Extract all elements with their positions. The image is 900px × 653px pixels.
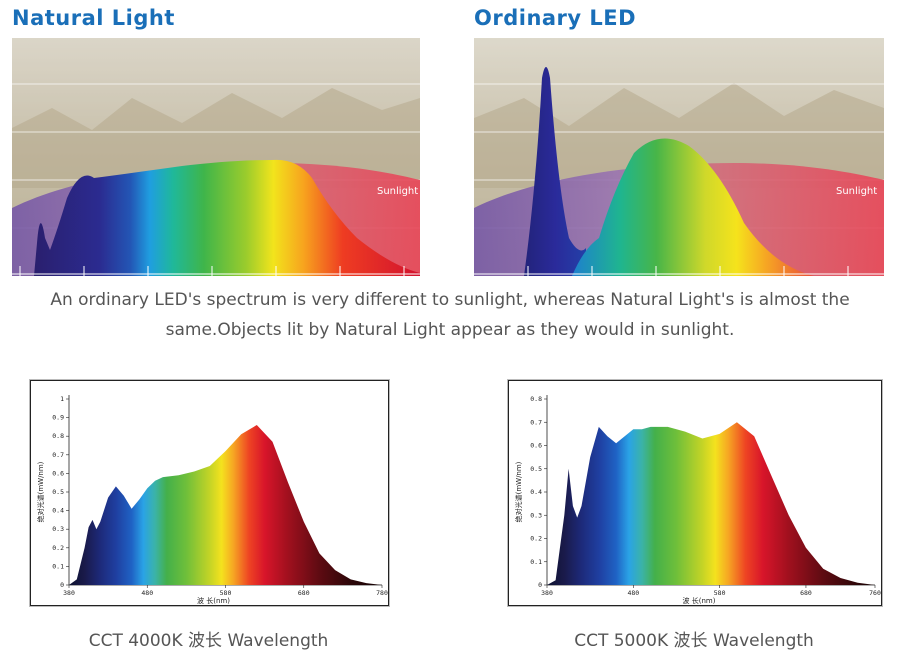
x-tick-label: 780 xyxy=(376,589,388,597)
y-tick-label: 0.6 xyxy=(530,442,542,450)
ordinary-led-spectrum-panel: Sunlight xyxy=(474,38,884,276)
y-tick-label: 0.2 xyxy=(530,535,542,543)
x-axis-label: 波 长(nm) xyxy=(197,596,230,605)
spectrum-area xyxy=(69,425,382,585)
y-axis-label: 绝对光谱(mW/nm) xyxy=(514,461,523,522)
y-tick-label: 0.4 xyxy=(52,507,64,515)
y-tick-label: 0.5 xyxy=(530,465,542,473)
x-tick-label: 680 xyxy=(800,589,812,597)
cct-5000k-spectrum-svg: 0 0.1 0.2 0.3 0.4 0.5 0.6 0.7 0.8 380 480 580 680 760… xyxy=(514,395,881,605)
y-tick-label: 0 xyxy=(538,581,542,589)
x-tick-label: 380 xyxy=(541,589,553,597)
y-tick-label: 0 xyxy=(60,581,64,589)
x-tick-label: 480 xyxy=(627,589,639,597)
y-tick-label: 0.3 xyxy=(530,511,542,519)
x-tick-label: 580 xyxy=(714,589,726,597)
y-tick-label: 0.2 xyxy=(52,544,64,552)
y-tick-label: 0.9 xyxy=(52,414,64,422)
x-tick-label: 680 xyxy=(298,589,310,597)
y-tick-label: 0.1 xyxy=(530,558,542,566)
sunlight-label-right: Sunlight xyxy=(836,186,877,197)
x-tick-label: 760 xyxy=(869,589,881,597)
cct-4000k-caption: CCT 4000K 波长 Wavelength xyxy=(88,631,329,651)
y-axis-label: 绝对光谱(mW/nm) xyxy=(36,461,45,522)
y-tick-label: 0.6 xyxy=(52,469,64,477)
comparison-caption-line-1: An ordinary LED's spectrum is very diffe… xyxy=(50,290,850,310)
y-tick-label: 0.4 xyxy=(530,488,542,496)
y-tick-label: 0.7 xyxy=(530,418,542,426)
cct-5000k-caption: CCT 5000K 波长 Wavelength xyxy=(574,631,814,651)
ordinary-led-title: Ordinary LED xyxy=(474,6,637,30)
x-tick-label: 580 xyxy=(220,589,232,597)
comparison-caption-line-2: same.Objects lit by Natural Light appear… xyxy=(165,320,735,340)
y-tick-label: 0.8 xyxy=(52,432,64,440)
spectrum-area xyxy=(547,422,875,585)
led-phosphor-hump xyxy=(572,138,814,276)
y-tick-label: 0.3 xyxy=(52,525,64,533)
sunlight-label-left: Sunlight xyxy=(377,186,418,197)
x-tick-label: 480 xyxy=(141,589,153,597)
natural-light-spectrum-panel: Sunlight xyxy=(12,38,420,276)
cct-4000k-spectrum-svg: 0 0.1 0.2 0.3 0.4 0.5 0.6 0.7 0.8 0.9 1 380 480 580 68… xyxy=(36,395,388,605)
natural-light-title: Natural Light xyxy=(12,6,175,30)
natural-light-spectrum-shape xyxy=(34,159,420,276)
led-blue-peak xyxy=(524,67,586,276)
y-tick-label: 0.5 xyxy=(52,488,64,496)
y-tick-label: 1 xyxy=(60,395,64,403)
x-axis-label: 波 长(nm) xyxy=(683,596,716,605)
y-tick-label: 0.8 xyxy=(530,395,542,403)
cct-4000k-chart: 0 0.1 0.2 0.3 0.4 0.5 0.6 0.7 0.8 0.9 1 380 480 580 68… xyxy=(30,380,389,606)
cct-5000k-chart: 0 0.1 0.2 0.3 0.4 0.5 0.6 0.7 0.8 380 480 580 680 760… xyxy=(508,380,882,606)
y-tick-label: 0.1 xyxy=(52,562,64,570)
x-tick-label: 380 xyxy=(63,589,75,597)
y-tick-label: 0.7 xyxy=(52,451,64,459)
